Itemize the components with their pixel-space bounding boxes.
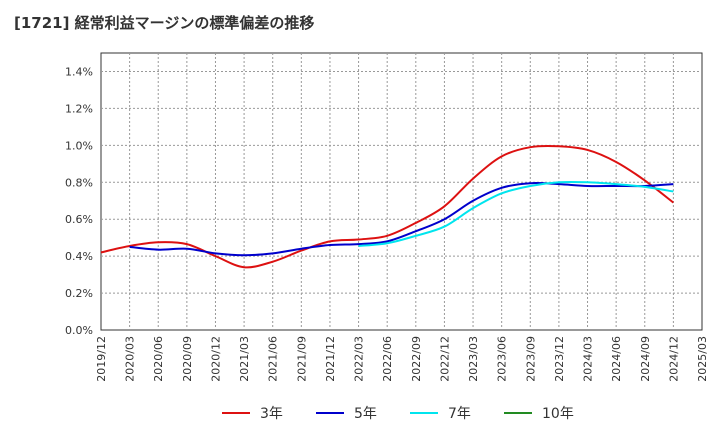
x-tick-label: 2020/06 bbox=[152, 336, 165, 382]
x-tick-label: 2023/03 bbox=[467, 336, 480, 382]
x-tick-label: 2020/12 bbox=[209, 336, 222, 382]
x-tick-label: 2024/06 bbox=[610, 336, 623, 382]
y-tick-label: 1.4% bbox=[65, 65, 93, 78]
plot-frame bbox=[100, 52, 703, 331]
x-tick-label: 2019/12 bbox=[95, 336, 108, 382]
y-tick-label: 1.2% bbox=[65, 102, 93, 115]
x-tick-label: 2021/09 bbox=[295, 336, 308, 382]
x-tick-label: 2020/09 bbox=[181, 336, 194, 382]
x-tick-label: 2023/12 bbox=[553, 336, 566, 382]
y-tick-label: 0.4% bbox=[65, 250, 93, 263]
y-axis: 0.0% 0.2% 0.4% 0.6% 0.8% 1.0% 1.2% 1.4% bbox=[65, 65, 93, 337]
chart-title: [1721] 経常利益マージンの標準偏差の推移 bbox=[14, 14, 315, 32]
legend: 3年 5年 7年 10年 bbox=[222, 406, 574, 422]
grid bbox=[100, 52, 703, 331]
series-line-2 bbox=[358, 180, 674, 247]
x-tick-label: 2024/09 bbox=[639, 336, 652, 382]
x-tick-label: 2022/09 bbox=[410, 336, 423, 382]
y-tick-label: 0.8% bbox=[65, 176, 93, 189]
x-tick-label: 2020/03 bbox=[124, 336, 137, 382]
plot-series bbox=[100, 144, 674, 269]
legend-label-2: 7年 bbox=[448, 406, 471, 422]
x-axis: 2019/12 2020/03 2020/06 2020/09 2020/12 2021/… bbox=[95, 336, 709, 382]
x-tick-label: 2025/03 bbox=[696, 336, 709, 382]
x-tick-label: 2023/09 bbox=[524, 336, 537, 382]
x-tick-label: 2024/12 bbox=[667, 336, 680, 382]
x-tick-label: 2022/06 bbox=[381, 336, 394, 382]
x-tick-label: 2024/03 bbox=[582, 336, 595, 382]
series-line-1 bbox=[129, 182, 674, 257]
x-tick-label: 2022/12 bbox=[438, 336, 451, 382]
legend-label-1: 5年 bbox=[354, 406, 377, 422]
legend-label-3: 10年 bbox=[542, 406, 574, 422]
y-tick-label: 1.0% bbox=[65, 139, 93, 152]
y-tick-label: 0.2% bbox=[65, 287, 93, 300]
y-tick-label: 0.0% bbox=[65, 324, 93, 337]
x-tick-label: 2022/03 bbox=[353, 336, 366, 382]
series-line-0 bbox=[100, 144, 674, 269]
x-tick-label: 2021/06 bbox=[267, 336, 280, 382]
legend-label-0: 3年 bbox=[260, 406, 283, 422]
y-tick-label: 0.6% bbox=[65, 213, 93, 226]
x-tick-label: 2021/03 bbox=[238, 336, 251, 382]
x-tick-label: 2023/06 bbox=[496, 336, 509, 382]
x-tick-label: 2021/12 bbox=[324, 336, 337, 382]
